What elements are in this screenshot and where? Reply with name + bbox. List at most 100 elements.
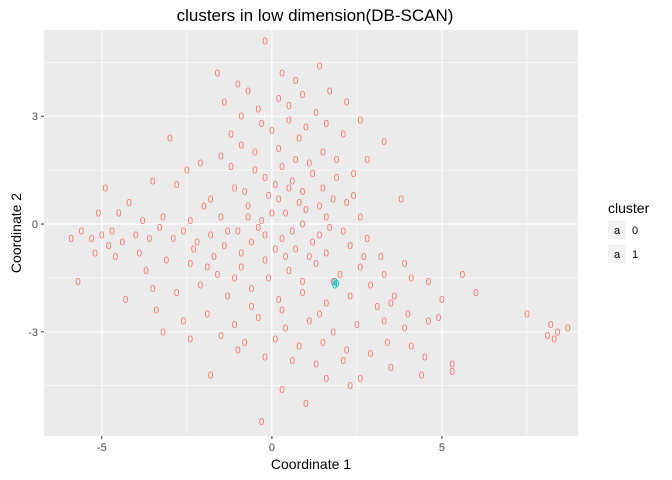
point-cluster0-111: 0 bbox=[405, 309, 411, 320]
point-cluster0-49: 0 bbox=[160, 212, 166, 223]
point-cluster0-47: 0 bbox=[116, 209, 122, 220]
point-cluster0-42: 0 bbox=[317, 202, 323, 213]
point-cluster0-198: 0 bbox=[317, 309, 323, 320]
point-cluster0-126: 0 bbox=[160, 327, 166, 338]
point-cluster0-80: 0 bbox=[92, 248, 98, 259]
point-cluster0-11: 0 bbox=[313, 108, 319, 119]
point-cluster0-138: 0 bbox=[235, 345, 241, 356]
point-cluster0-14: 0 bbox=[167, 133, 173, 144]
point-cluster0-101: 0 bbox=[174, 288, 180, 299]
point-cluster0-66: 0 bbox=[170, 234, 176, 245]
point-cluster0-204: 0 bbox=[273, 180, 279, 191]
point-cluster0-186: 0 bbox=[303, 123, 309, 134]
point-cluster0-69: 0 bbox=[208, 230, 214, 241]
point-cluster0-150: 0 bbox=[347, 381, 353, 392]
point-cluster0-199: 0 bbox=[296, 198, 302, 209]
point-cluster0-97: 0 bbox=[473, 288, 479, 299]
plot-panel bbox=[44, 30, 578, 436]
point-cluster0-182: 0 bbox=[320, 184, 326, 195]
point-cluster0-67: 0 bbox=[181, 227, 187, 238]
point-cluster0-131: 0 bbox=[296, 342, 302, 353]
point-cluster0-127: 0 bbox=[187, 334, 193, 345]
point-cluster0-79: 0 bbox=[378, 252, 384, 263]
point-cluster0-197: 0 bbox=[249, 302, 255, 313]
point-cluster0-180: 0 bbox=[201, 202, 207, 213]
point-cluster0-5: 0 bbox=[235, 79, 241, 90]
point-cluster0-176: 0 bbox=[266, 273, 272, 284]
point-cluster0-201: 0 bbox=[286, 184, 292, 195]
point-cluster0-65: 0 bbox=[157, 223, 163, 234]
point-cluster0-134: 0 bbox=[368, 349, 374, 360]
point-cluster0-99: 0 bbox=[123, 295, 129, 306]
point-cluster0-123: 0 bbox=[402, 324, 408, 335]
point-cluster0-116: 0 bbox=[232, 320, 238, 331]
point-cluster0-94: 0 bbox=[409, 273, 415, 284]
point-cluster0-122: 0 bbox=[381, 317, 387, 328]
point-cluster0-129: 0 bbox=[242, 338, 248, 349]
point-cluster0-110: 0 bbox=[388, 299, 394, 310]
legend-key-1-bg bbox=[608, 245, 626, 263]
point-cluster0-191: 0 bbox=[106, 241, 112, 252]
point-cluster0-20: 0 bbox=[228, 130, 234, 141]
point-cluster0-75: 0 bbox=[310, 237, 316, 248]
point-cluster0-53: 0 bbox=[259, 216, 265, 227]
legend-key-1-glyph: a bbox=[614, 249, 621, 261]
point-cluster0-56: 0 bbox=[341, 227, 347, 238]
y-axis-title: Coordinate 2 bbox=[8, 193, 24, 273]
point-cluster0-72: 0 bbox=[249, 237, 255, 248]
point-cluster0-35: 0 bbox=[232, 184, 238, 195]
point-cluster0-26: 0 bbox=[364, 155, 370, 166]
point-cluster0-107: 0 bbox=[324, 299, 330, 310]
point-cluster1-1: 0 bbox=[334, 279, 340, 290]
point-cluster0-98: 0 bbox=[75, 277, 81, 288]
point-cluster0-48: 0 bbox=[140, 216, 146, 227]
y-tick-label-1: 0 bbox=[32, 219, 38, 231]
point-cluster0-12: 0 bbox=[255, 105, 261, 116]
point-cluster0-117: 0 bbox=[255, 313, 261, 324]
point-cluster0-164: 0 bbox=[255, 223, 261, 234]
point-cluster0-58: 0 bbox=[79, 227, 85, 238]
point-cluster0-165: 0 bbox=[273, 245, 279, 256]
point-cluster0-154: 0 bbox=[524, 309, 530, 320]
point-cluster0-18: 0 bbox=[381, 137, 387, 148]
point-cluster0-136: 0 bbox=[409, 342, 415, 353]
point-cluster0-179: 0 bbox=[361, 252, 367, 263]
point-cluster0-185: 0 bbox=[286, 101, 292, 112]
point-cluster0-63: 0 bbox=[133, 230, 139, 241]
point-cluster0-45: 0 bbox=[126, 198, 132, 209]
point-cluster0-137: 0 bbox=[422, 352, 428, 363]
point-cluster0-174: 0 bbox=[330, 194, 336, 205]
point-cluster0-172: 0 bbox=[276, 144, 282, 155]
point-cluster0-168: 0 bbox=[317, 230, 323, 241]
point-cluster0-152: 0 bbox=[303, 399, 309, 410]
point-cluster0-200: 0 bbox=[262, 230, 268, 241]
legend: cluster a 0 a 1 bbox=[608, 200, 650, 263]
point-cluster0-118: 0 bbox=[283, 324, 289, 335]
point-cluster0-128: 0 bbox=[218, 331, 224, 342]
point-cluster0-167: 0 bbox=[303, 205, 309, 216]
point-cluster0-89: 0 bbox=[313, 259, 319, 270]
point-cluster0-23: 0 bbox=[296, 133, 302, 144]
point-cluster0-135: 0 bbox=[385, 338, 391, 349]
point-cluster0-156: 0 bbox=[555, 327, 561, 338]
point-cluster0-194: 0 bbox=[279, 306, 285, 317]
y-axis-ticks: -3 0 3 bbox=[28, 111, 44, 339]
point-cluster0-57: 0 bbox=[68, 234, 74, 245]
point-cluster0-120: 0 bbox=[330, 327, 336, 338]
point-cluster0-36: 0 bbox=[150, 176, 156, 187]
point-cluster0-88: 0 bbox=[286, 266, 292, 277]
point-cluster0-155: 0 bbox=[548, 320, 554, 331]
point-cluster0-157: 0 bbox=[565, 324, 571, 335]
point-cluster0-61: 0 bbox=[109, 227, 115, 238]
point-cluster0-141: 0 bbox=[313, 360, 319, 371]
point-cluster0-109: 0 bbox=[375, 302, 381, 313]
point-cluster0-205: 0 bbox=[324, 212, 330, 223]
point-cluster0-82: 0 bbox=[136, 248, 142, 259]
point-cluster0-70: 0 bbox=[221, 241, 227, 252]
point-cluster0-139: 0 bbox=[262, 352, 268, 363]
point-cluster0-104: 0 bbox=[249, 284, 255, 295]
grid-lines bbox=[44, 30, 578, 436]
point-cluster0-158: 0 bbox=[545, 331, 551, 342]
point-cluster0-32: 0 bbox=[262, 173, 268, 184]
